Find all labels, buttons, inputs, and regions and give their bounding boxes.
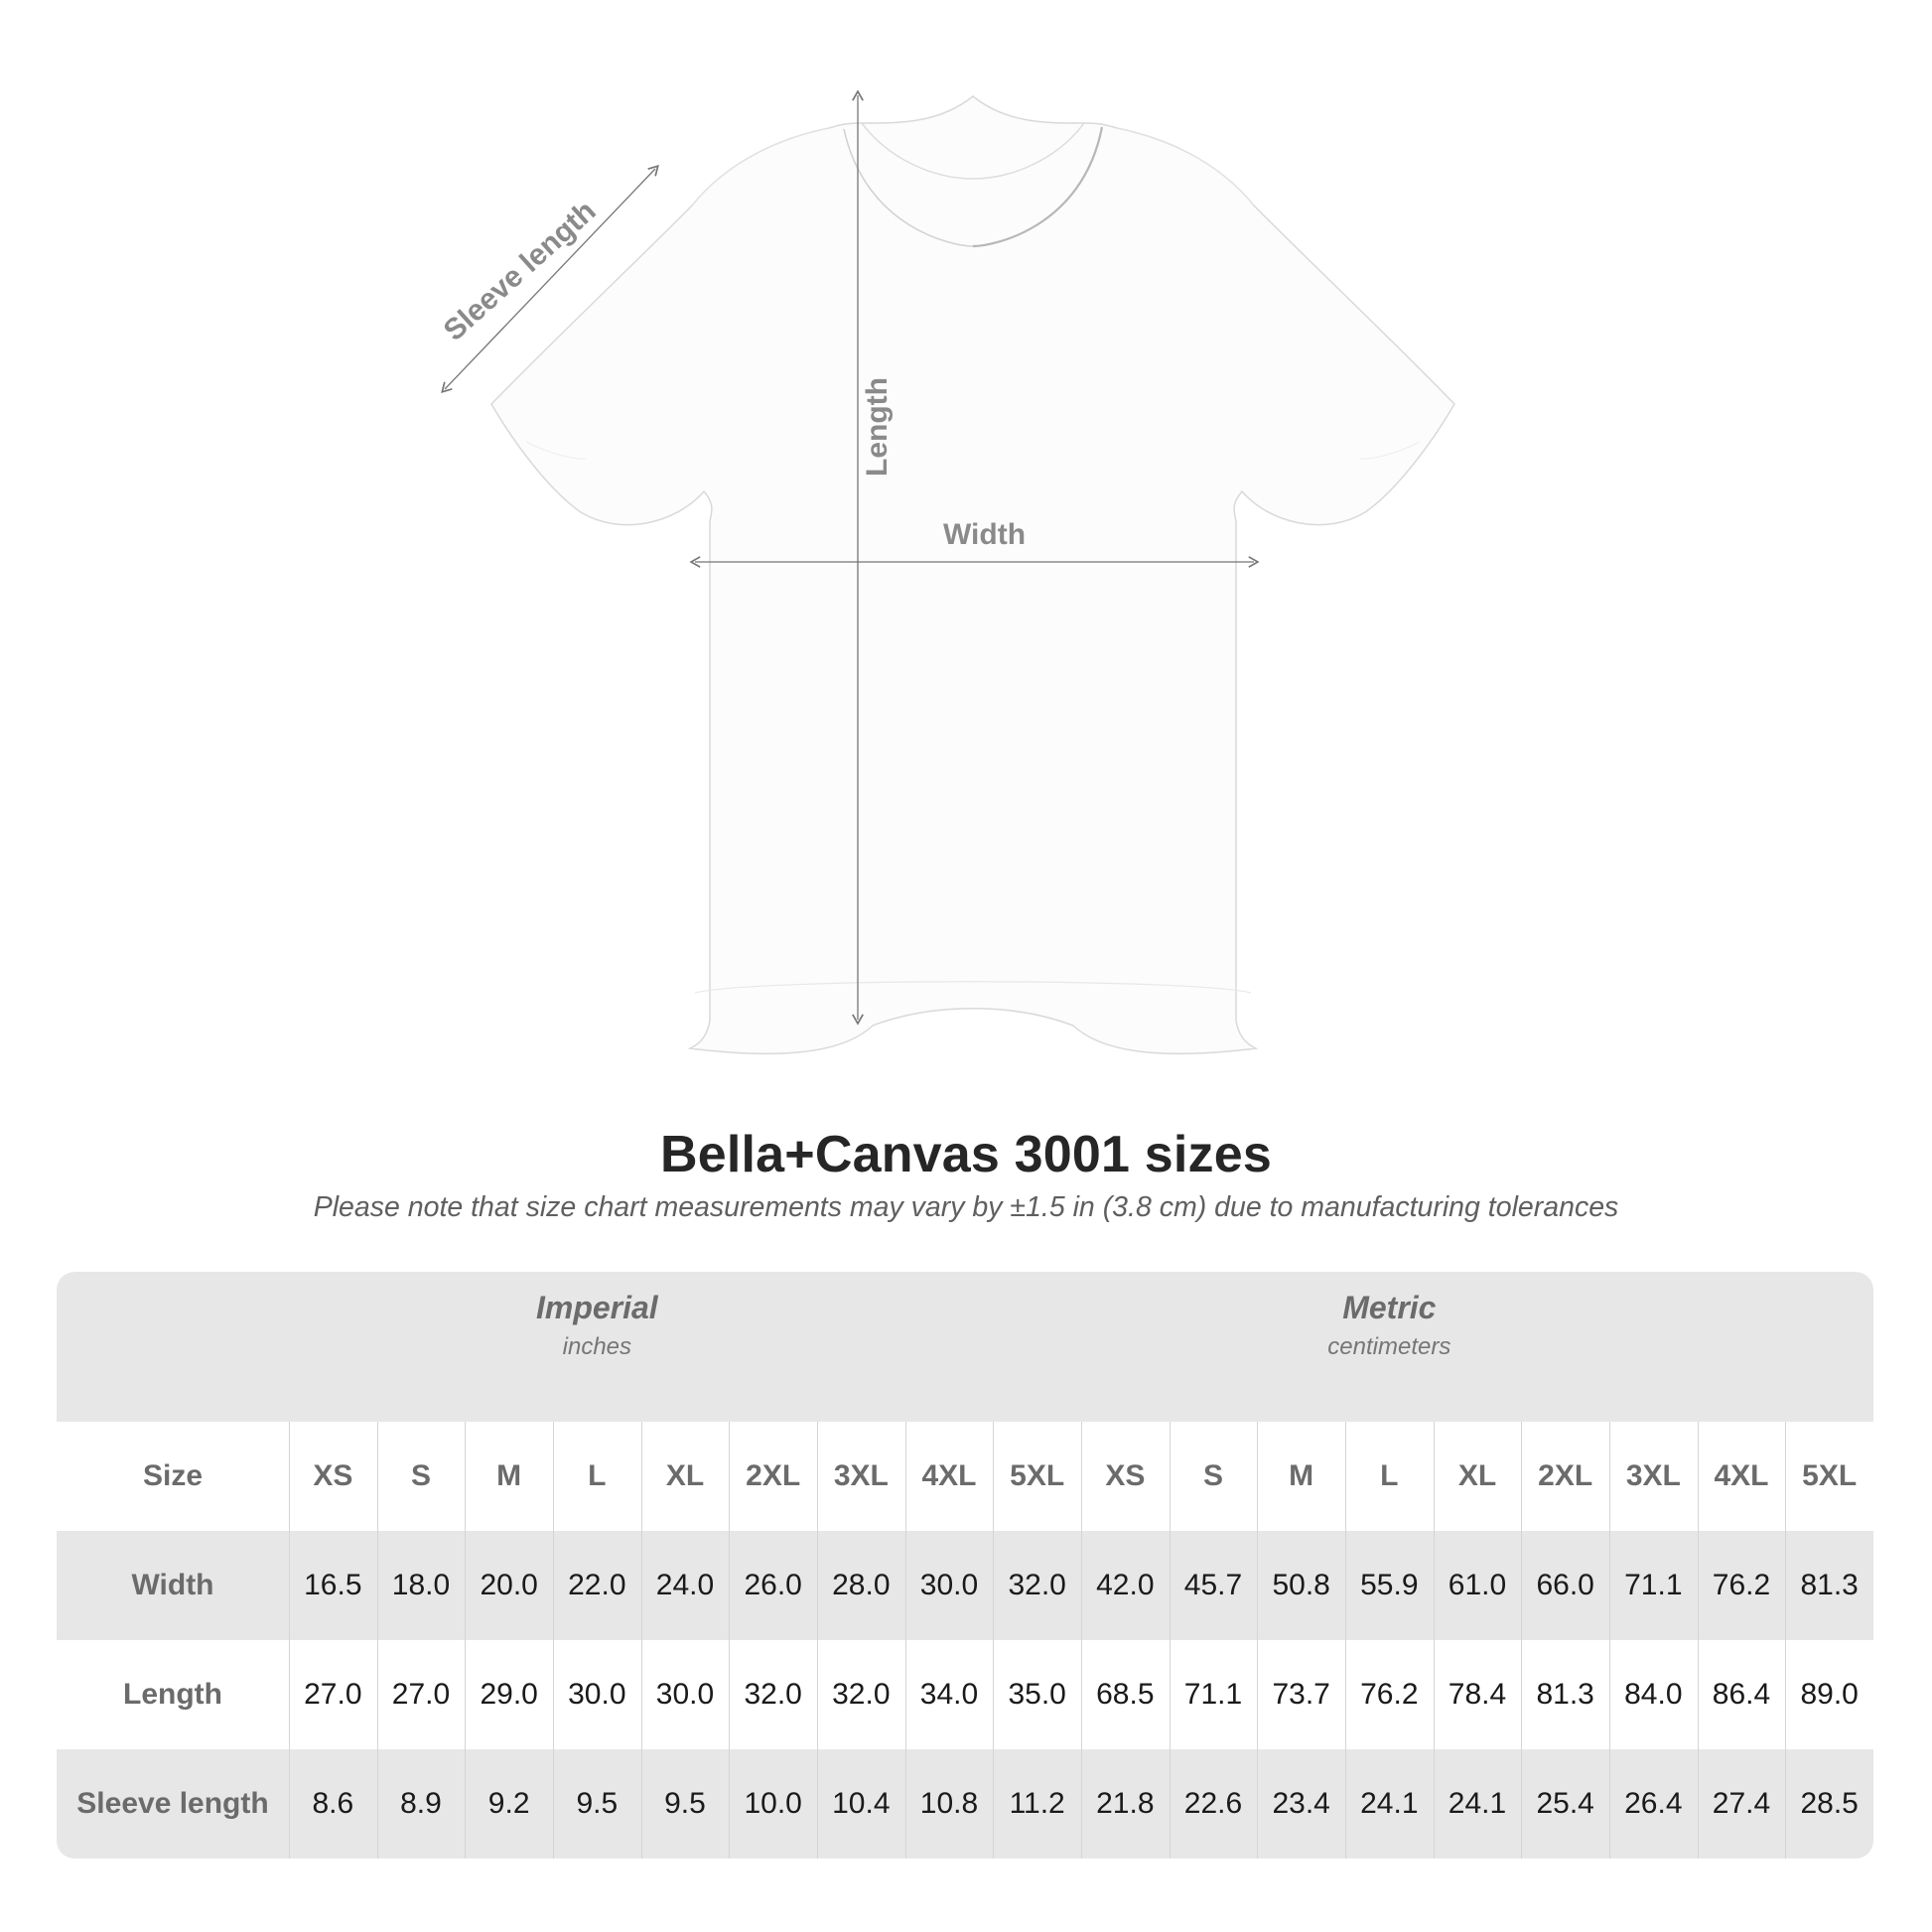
svg-text:Length: Length bbox=[861, 377, 894, 477]
svg-text:Width: Width bbox=[943, 518, 1026, 551]
